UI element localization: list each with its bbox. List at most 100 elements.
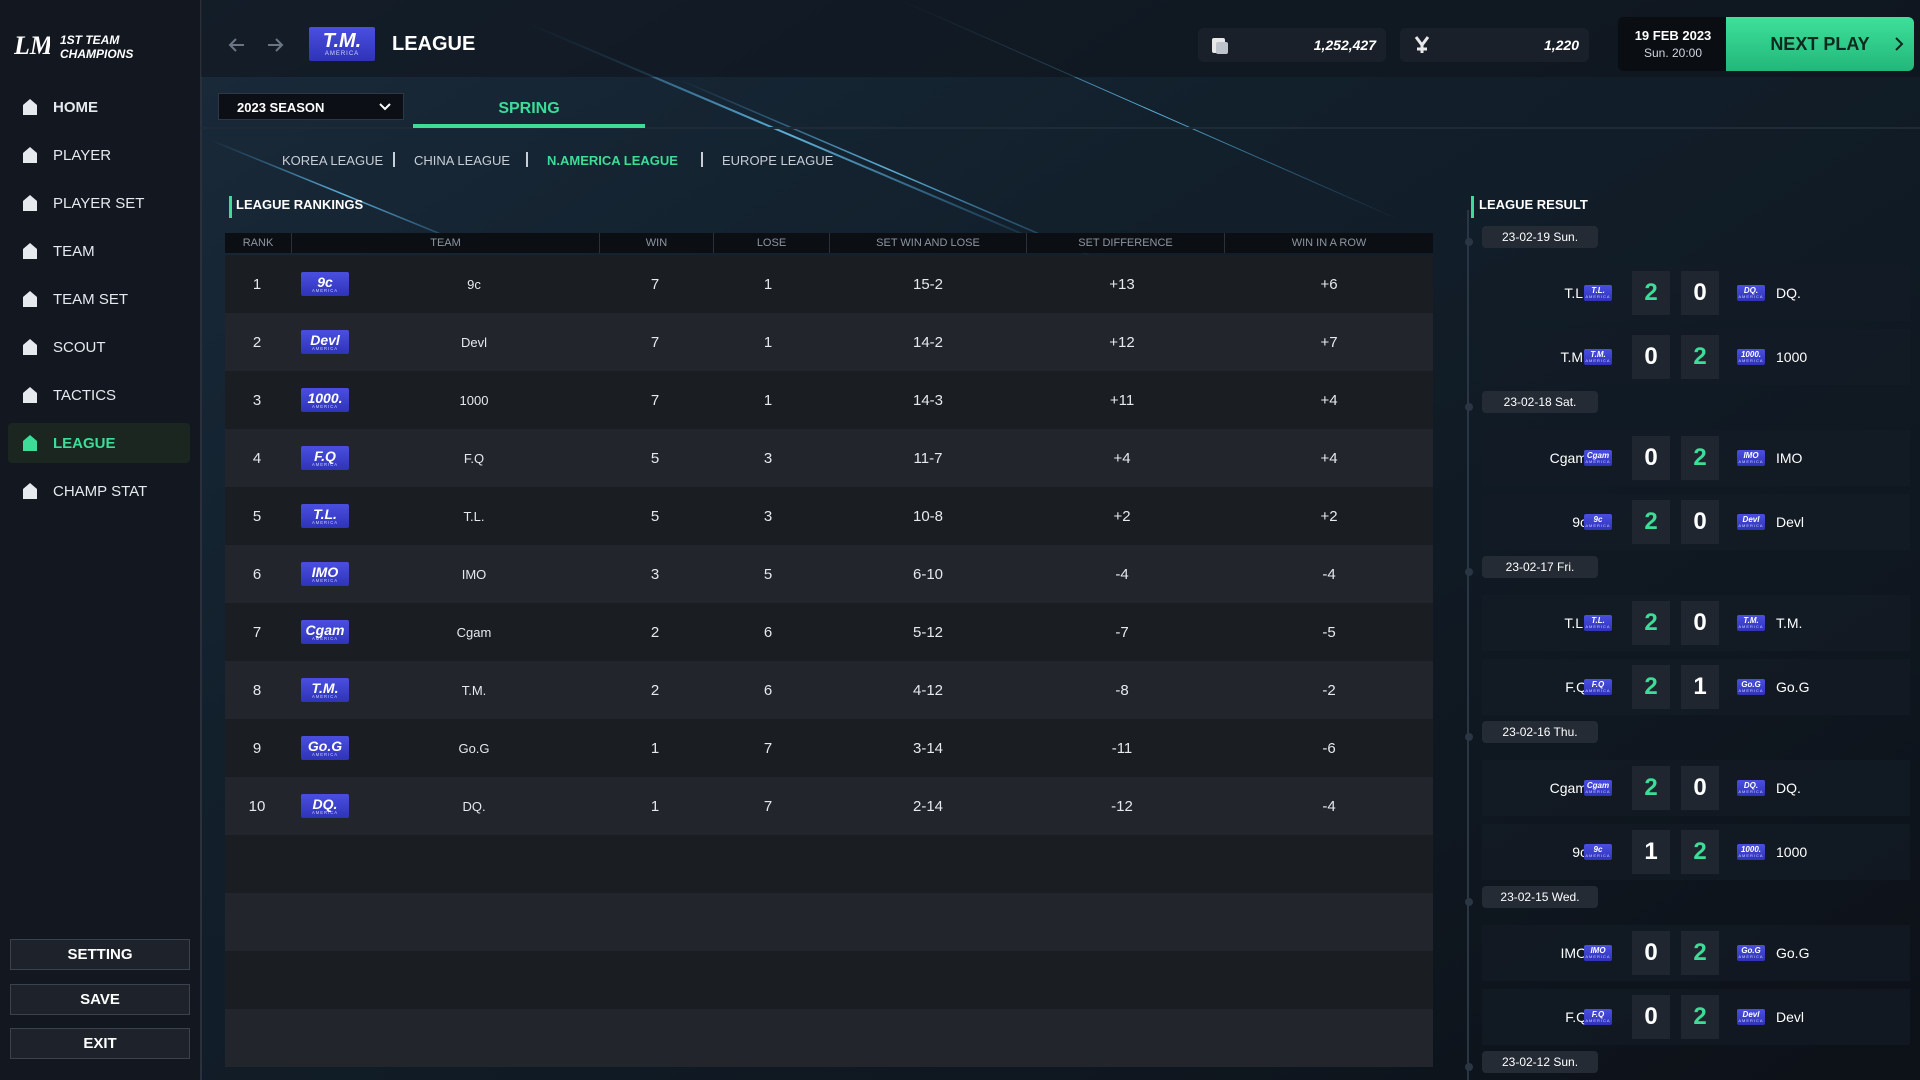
logo-text: Go.G <box>1741 680 1761 689</box>
sidebar-button[interactable]: SAVE <box>10 983 190 1015</box>
nav-label: PLAYER SET <box>53 195 145 212</box>
home-score: 2 <box>1632 271 1670 315</box>
nav-item[interactable]: SCOUT <box>8 327 190 367</box>
team-logo: Cgam AMERICA <box>1584 450 1612 466</box>
cell: 7 <box>763 797 773 815</box>
cell: 7 <box>763 739 773 757</box>
ranking-row: 3 1000. AMERICA 1000 7 1 14-3 +11 +4 <box>225 371 1433 429</box>
team-logo: IMO AMERICA <box>301 562 349 586</box>
logo-region: AMERICA <box>1738 1018 1764 1023</box>
team-logo: T.M. AMERICA <box>301 678 349 702</box>
page-title: LEAGUE <box>392 33 476 55</box>
home-team: Cgam <box>1549 450 1587 466</box>
nav-item[interactable]: CHAMP STAT <box>8 471 190 511</box>
ranking-row: 9 Go.G AMERICA Go.G 1 7 3-14 -11 -6 <box>225 719 1433 777</box>
timeline-dot <box>1465 733 1473 741</box>
cell: 6 <box>763 623 773 641</box>
home-score: 0 <box>1632 931 1670 975</box>
away-score: 2 <box>1681 931 1719 975</box>
ranking-row: 5 T.L. AMERICA T.L. 5 3 10-8 +2 +2 <box>225 487 1433 545</box>
logo-text: IMO <box>311 563 339 580</box>
nav-item[interactable]: PLAYER SET <box>8 183 190 223</box>
cell: 2-14 <box>912 797 944 815</box>
timeline-dot <box>1465 898 1473 906</box>
league-tab[interactable]: KOREA LEAGUE <box>282 153 384 168</box>
team-logo: 1000. AMERICA <box>1737 844 1765 860</box>
cell: -8 <box>1115 681 1129 699</box>
nav-icon <box>20 385 40 405</box>
ranking-row: 4 F.Q AMERICA F.Q 5 3 11-7 +4 +4 <box>225 429 1433 487</box>
column-header: RANK <box>242 237 274 249</box>
home-team: T.M. <box>1560 349 1587 365</box>
nav-item[interactable]: TACTICS <box>8 375 190 415</box>
tab-divider <box>526 152 528 167</box>
timeline-dot <box>1465 403 1473 411</box>
nav-arrows[interactable] <box>228 33 288 57</box>
empty-row <box>225 893 1433 951</box>
cell: Devl <box>460 334 487 350</box>
ranking-row: 7 Cgam AMERICA Cgam 2 6 5-12 -7 -5 <box>225 603 1433 661</box>
cell: -6 <box>1322 739 1336 757</box>
team-logo: T.L. AMERICA <box>301 504 349 528</box>
nav-item[interactable]: LEAGUE <box>8 423 190 463</box>
logo-region: AMERICA <box>311 461 339 467</box>
ranking-row: 6 IMO AMERICA IMO 3 5 6-10 -4 -4 <box>225 545 1433 603</box>
cell: +6 <box>1320 275 1338 293</box>
logo-text: T.L. <box>1591 286 1605 295</box>
season-select[interactable]: 2023 SEASON <box>218 93 404 120</box>
next-play-button[interactable]: NEXT PLAY <box>1726 17 1914 71</box>
cell: 1 <box>763 391 773 409</box>
sidebar-button[interactable]: SETTING <box>10 939 190 970</box>
logo-region: AMERICA <box>1585 789 1611 794</box>
logo-region: AMERICA <box>324 51 360 57</box>
cell: -12 <box>1111 797 1133 815</box>
logo-text: DQ. <box>1743 286 1759 295</box>
logo-text: F.Q <box>1591 680 1605 689</box>
away-team: DQ. <box>1776 780 1801 796</box>
logo-region: AMERICA <box>1585 358 1611 363</box>
nav-icon <box>20 145 40 165</box>
home-team: T.L. <box>1564 285 1587 301</box>
cell: 3 <box>650 565 660 583</box>
cell: IMO <box>461 566 487 582</box>
cell: +4 <box>1113 449 1131 467</box>
logo-text: Cgam <box>305 621 345 638</box>
cell: 9c <box>467 276 481 292</box>
cell: +7 <box>1320 333 1338 351</box>
cell: 7 <box>252 623 262 641</box>
nav-label: PLAYER <box>53 147 112 164</box>
cell: 1 <box>650 739 660 757</box>
cell: Go.G <box>458 740 490 756</box>
logo-text: T.L. <box>313 505 337 522</box>
nav-item[interactable]: PLAYER <box>8 135 190 175</box>
league-tab[interactable]: N.AMERICA LEAGUE <box>547 153 678 168</box>
date-pill: 23-02-12 Sun. <box>1482 1051 1598 1073</box>
cell: -5 <box>1322 623 1336 641</box>
ranking-row: 2 Devl AMERICA Devl 7 1 14-2 +12 +7 <box>225 313 1433 371</box>
nav-item[interactable]: TEAM SET <box>8 279 190 319</box>
logo-region: AMERICA <box>311 577 339 583</box>
tab-divider <box>701 152 703 167</box>
nav-item[interactable]: HOME <box>8 87 190 127</box>
logo-region: AMERICA <box>1585 459 1611 464</box>
team-logo: 1000. AMERICA <box>1737 349 1765 365</box>
logo-text: T.L. <box>1591 616 1605 625</box>
chevron <box>1895 37 1904 51</box>
team-logo: T.L. AMERICA <box>1584 285 1612 301</box>
nav-label: LEAGUE <box>53 435 116 452</box>
season-tab[interactable]: SPRING <box>498 99 560 117</box>
nav-label: SCOUT <box>53 339 106 356</box>
league-tab[interactable]: EUROPE LEAGUE <box>722 153 834 168</box>
brand-mark: LM <box>14 31 50 60</box>
home-team: IMO <box>1560 945 1587 961</box>
ranking-row: 10 DQ. AMERICA DQ. 1 7 2-14 -12 -4 <box>225 777 1433 835</box>
league-tab[interactable]: CHINA LEAGUE <box>414 153 511 168</box>
cell: 5 <box>252 507 262 525</box>
logo-region: AMERICA <box>1738 459 1764 464</box>
empty-row <box>225 951 1433 1009</box>
nav-item[interactable]: TEAM <box>8 231 190 271</box>
away-team: Go.G <box>1776 679 1810 695</box>
sidebar-button[interactable]: EXIT <box>10 1028 190 1059</box>
logo-region: AMERICA <box>311 287 339 293</box>
logo-text: F.Q <box>314 447 336 464</box>
